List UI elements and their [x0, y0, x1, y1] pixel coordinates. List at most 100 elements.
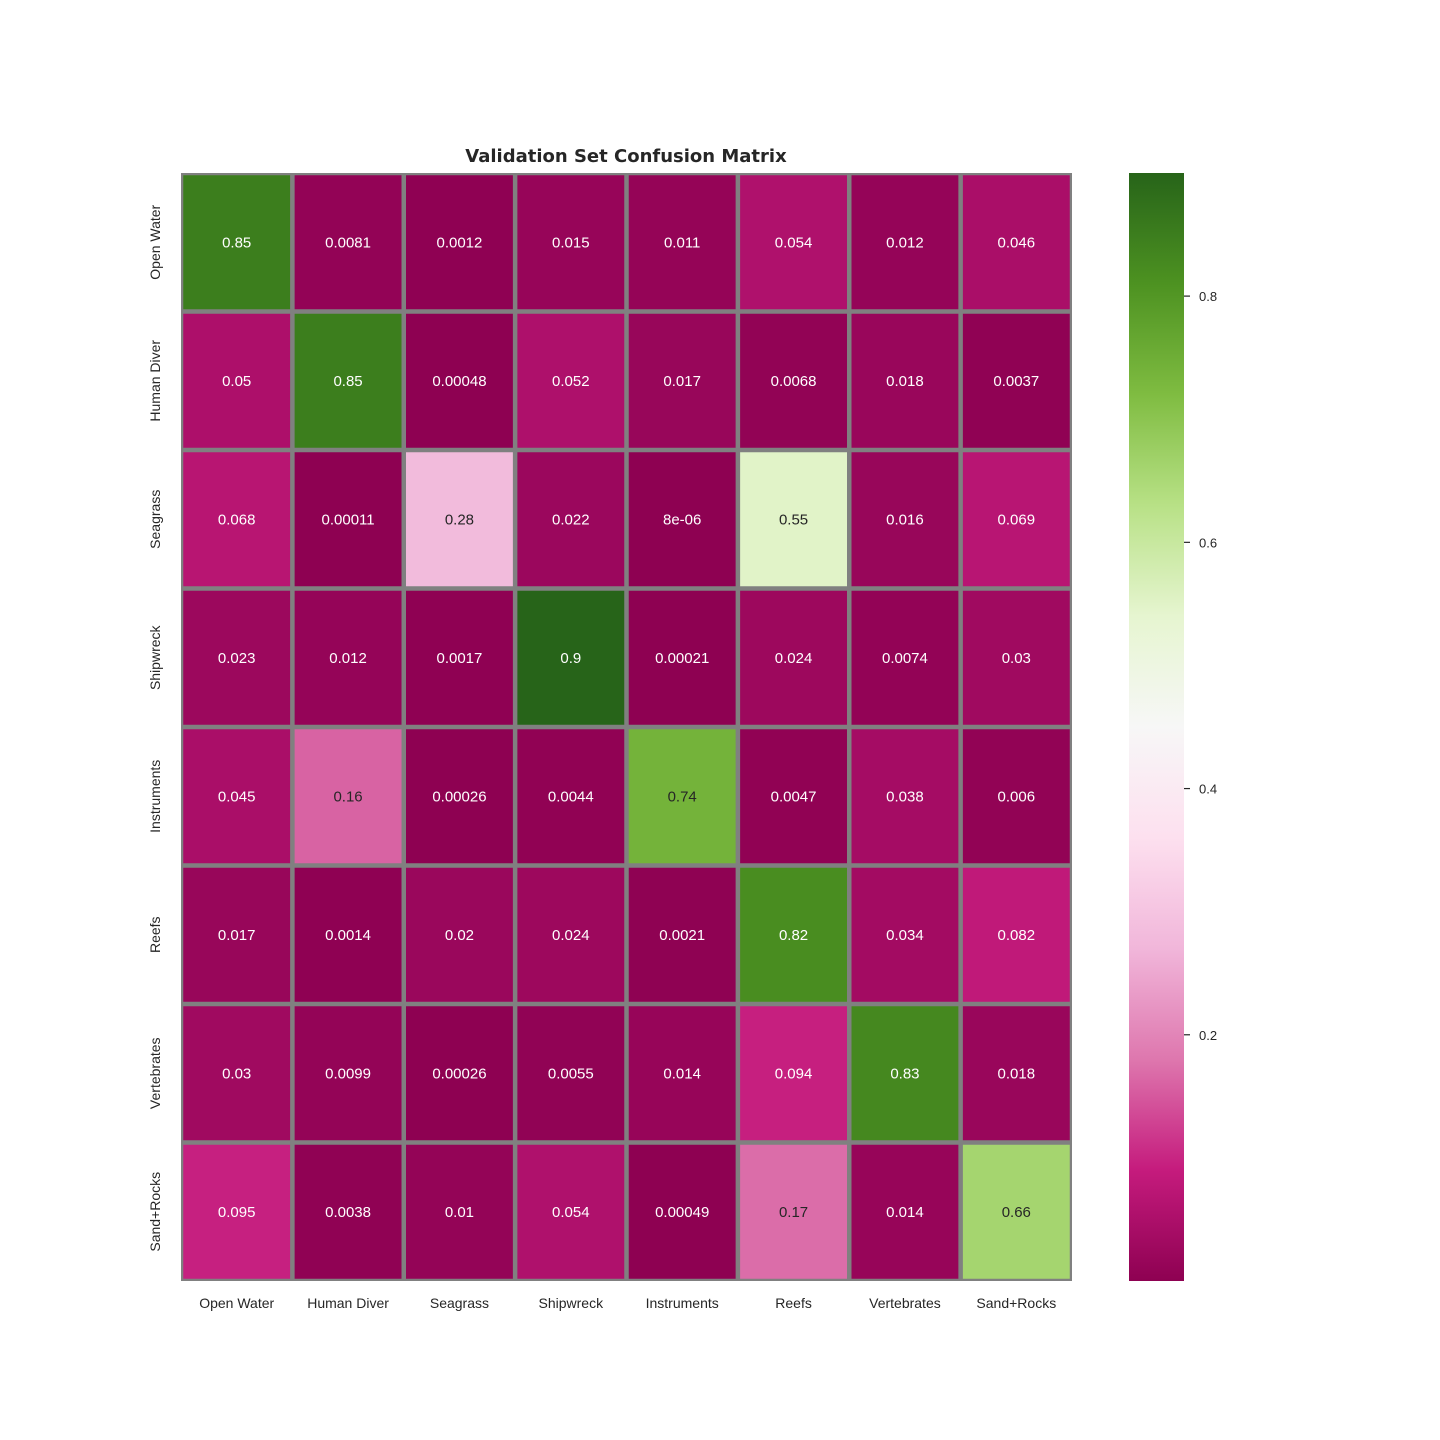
heatmap-cell [738, 589, 849, 727]
heatmap-cell [627, 312, 738, 450]
heatmap-cell [181, 866, 292, 1004]
cell-value-label: 0.012 [886, 234, 924, 251]
cell-value-label: 0.28 [445, 511, 474, 528]
cell-value-label: 0.052 [552, 373, 590, 390]
heatmap-cell [738, 173, 849, 311]
x-tick-label: Shipwreck [539, 1295, 605, 1311]
heatmap-cell [627, 589, 738, 727]
heatmap-cell [850, 589, 960, 727]
heatmap-cell [961, 173, 1072, 311]
heatmap-cell [515, 173, 626, 311]
heatmap-cell [738, 450, 849, 588]
x-tick-label: Sand+Rocks [976, 1295, 1056, 1311]
heatmap-cell [627, 173, 738, 311]
cell-value-label: 0.0047 [771, 788, 817, 805]
heatmap-cell [181, 589, 292, 727]
heatmap-cell [181, 727, 292, 865]
cell-value-label: 0.024 [775, 650, 813, 667]
y-axis-ticks: Open Water Human Diver Seagrass Shipwreck In… [147, 204, 163, 1251]
colorbar-tick-label: 0.2 [1199, 1028, 1217, 1043]
cell-value-label: 0.9 [560, 650, 581, 667]
cell-value-label: 0.00026 [432, 788, 486, 805]
y-tick-label: Vertebrates [147, 1037, 163, 1109]
colorbar-tick-label: 0.4 [1199, 782, 1217, 797]
y-tick-label: Reefs [147, 916, 163, 953]
cell-value-label: 0.068 [218, 511, 256, 528]
cell-value-label: 0.0014 [325, 927, 371, 944]
heatmap-cell [961, 1004, 1072, 1142]
cell-value-label: 0.0012 [436, 234, 482, 251]
cell-value-label: 0.054 [552, 1204, 590, 1221]
cell-value-label: 0.00021 [655, 650, 709, 667]
heatmap-cell [738, 312, 849, 450]
cell-value-label: 0.0038 [325, 1204, 371, 1221]
heatmap-cell [850, 312, 960, 450]
cell-value-label: 0.55 [779, 511, 808, 528]
heatmap-cell [515, 450, 626, 588]
heatmap-cell [961, 450, 1072, 588]
cell-value-label: 0.85 [333, 373, 362, 390]
cell-value-label: 0.01 [445, 1204, 474, 1221]
cell-value-label: 0.017 [218, 927, 256, 944]
x-tick-label: Human Diver [307, 1295, 389, 1311]
cell-value-label: 0.82 [779, 927, 808, 944]
cell-value-label: 0.082 [998, 927, 1036, 944]
heatmap-cell [181, 1143, 292, 1281]
heatmap-cell [404, 450, 515, 588]
cell-value-label: 0.094 [775, 1065, 813, 1082]
cell-value-label: 0.038 [886, 788, 924, 805]
y-tick-label: Seagrass [147, 490, 163, 549]
cell-value-label: 0.0099 [325, 1065, 371, 1082]
cell-value-label: 0.85 [222, 234, 251, 251]
cell-value-label: 0.03 [222, 1065, 251, 1082]
cell-value-label: 0.017 [663, 373, 701, 390]
cell-value-label: 0.015 [552, 234, 590, 251]
x-tick-label: Vertebrates [869, 1295, 941, 1311]
heatmap-cell [961, 589, 1072, 727]
colorbar-tick-label: 0.8 [1199, 289, 1217, 304]
cell-value-label: 0.17 [779, 1204, 808, 1221]
heatmap-cell [850, 866, 960, 1004]
colorbar-tick-label: 0.6 [1199, 535, 1217, 550]
heatmap-cell [293, 450, 403, 588]
cell-value-label: 0.016 [886, 511, 924, 528]
heatmap-cell [515, 589, 626, 727]
heatmap-cell [515, 866, 626, 1004]
heatmap-cell [961, 1143, 1072, 1281]
cell-value-label: 0.0021 [659, 927, 705, 944]
cell-value-label: 0.05 [222, 373, 251, 390]
cell-value-label: 0.16 [333, 788, 362, 805]
heatmap-cell [738, 866, 849, 1004]
colorbar-gradient [1129, 173, 1184, 1281]
cell-value-label: 0.00048 [432, 373, 486, 390]
heatmap-cell [850, 450, 960, 588]
cell-value-label: 0.034 [886, 927, 924, 944]
cell-value-label: 0.045 [218, 788, 256, 805]
heatmap-cell [738, 727, 849, 865]
x-tick-label: Open Water [199, 1295, 274, 1311]
y-tick-label: Human Diver [147, 340, 163, 422]
cell-value-label: 0.022 [552, 511, 590, 528]
x-tick-label: Instruments [646, 1295, 719, 1311]
heatmap-cell [404, 727, 515, 865]
heatmap-cell [181, 450, 292, 588]
heatmap-cell [961, 866, 1072, 1004]
cell-value-label: 0.0037 [993, 373, 1039, 390]
cell-value-label: 0.00049 [655, 1204, 709, 1221]
cell-value-label: 0.0068 [771, 373, 817, 390]
heatmap-cell [515, 1143, 626, 1281]
heatmap-cell [627, 727, 738, 865]
heatmap-cell [515, 1004, 626, 1142]
heatmap-cell [293, 727, 403, 865]
cell-value-label: 0.83 [890, 1065, 919, 1082]
heatmap-cell [404, 866, 515, 1004]
colorbar: 0.2 0.4 0.6 0.8 [1129, 173, 1217, 1281]
cell-value-label: 0.0044 [548, 788, 594, 805]
x-tick-label: Reefs [775, 1295, 812, 1311]
cell-value-label: 0.023 [218, 650, 256, 667]
cell-value-label: 0.069 [998, 511, 1036, 528]
cell-value-label: 0.02 [445, 927, 474, 944]
heatmap-cell [181, 173, 292, 311]
heatmap-cell [627, 866, 738, 1004]
